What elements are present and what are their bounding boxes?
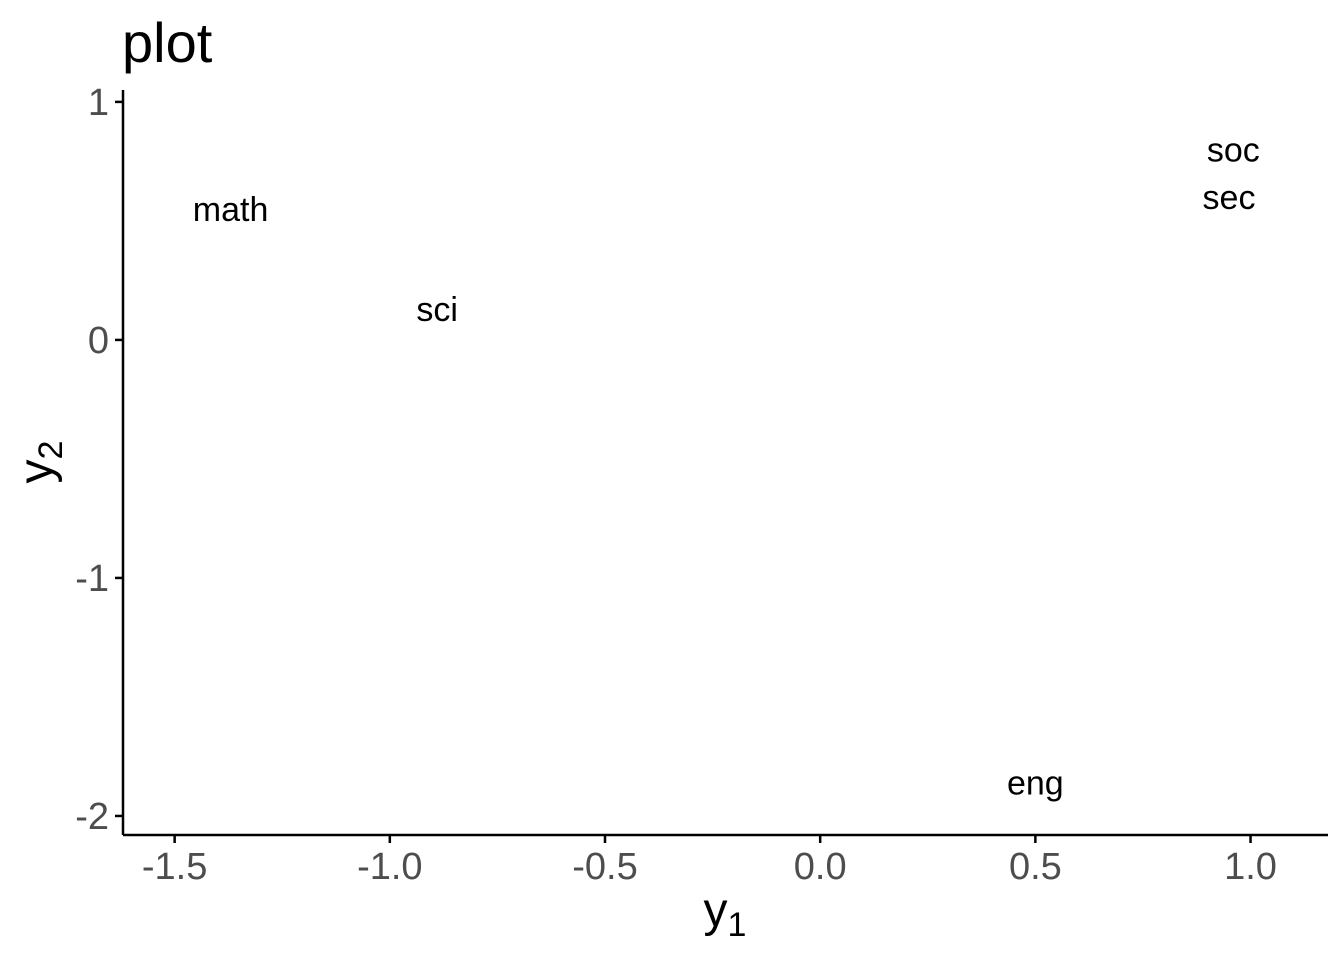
point-label-soc: soc — [1207, 132, 1260, 170]
point-label-math: math — [193, 191, 269, 229]
x-tick-label: 1.0 — [1224, 846, 1277, 888]
x-axis-title: y1 — [704, 884, 747, 944]
y-tick-label: -2 — [75, 796, 109, 838]
point-label-eng: eng — [1007, 765, 1064, 803]
point-labels: math sci soc sec eng — [193, 132, 1260, 803]
x-tick-label: -1.0 — [357, 846, 422, 888]
axes — [121, 90, 1328, 837]
y-tick-label: 0 — [88, 320, 109, 362]
x-tick-label: -1.5 — [142, 846, 207, 888]
y-axis-ticks: -2 -1 0 1 — [75, 82, 123, 838]
y-tick-label: -1 — [75, 558, 109, 600]
point-label-sec: sec — [1203, 179, 1256, 217]
x-tick-label: -0.5 — [572, 846, 637, 888]
chart-title: plot — [122, 11, 213, 74]
y-tick-label: 1 — [88, 82, 109, 124]
x-axis-ticks: -1.5 -1.0 -0.5 0.0 0.5 1.0 — [142, 835, 1277, 888]
y-axis-title: y2 — [10, 441, 70, 484]
x-tick-label: 0.0 — [794, 846, 847, 888]
x-tick-label: 0.5 — [1009, 846, 1062, 888]
point-label-sci: sci — [416, 291, 458, 329]
